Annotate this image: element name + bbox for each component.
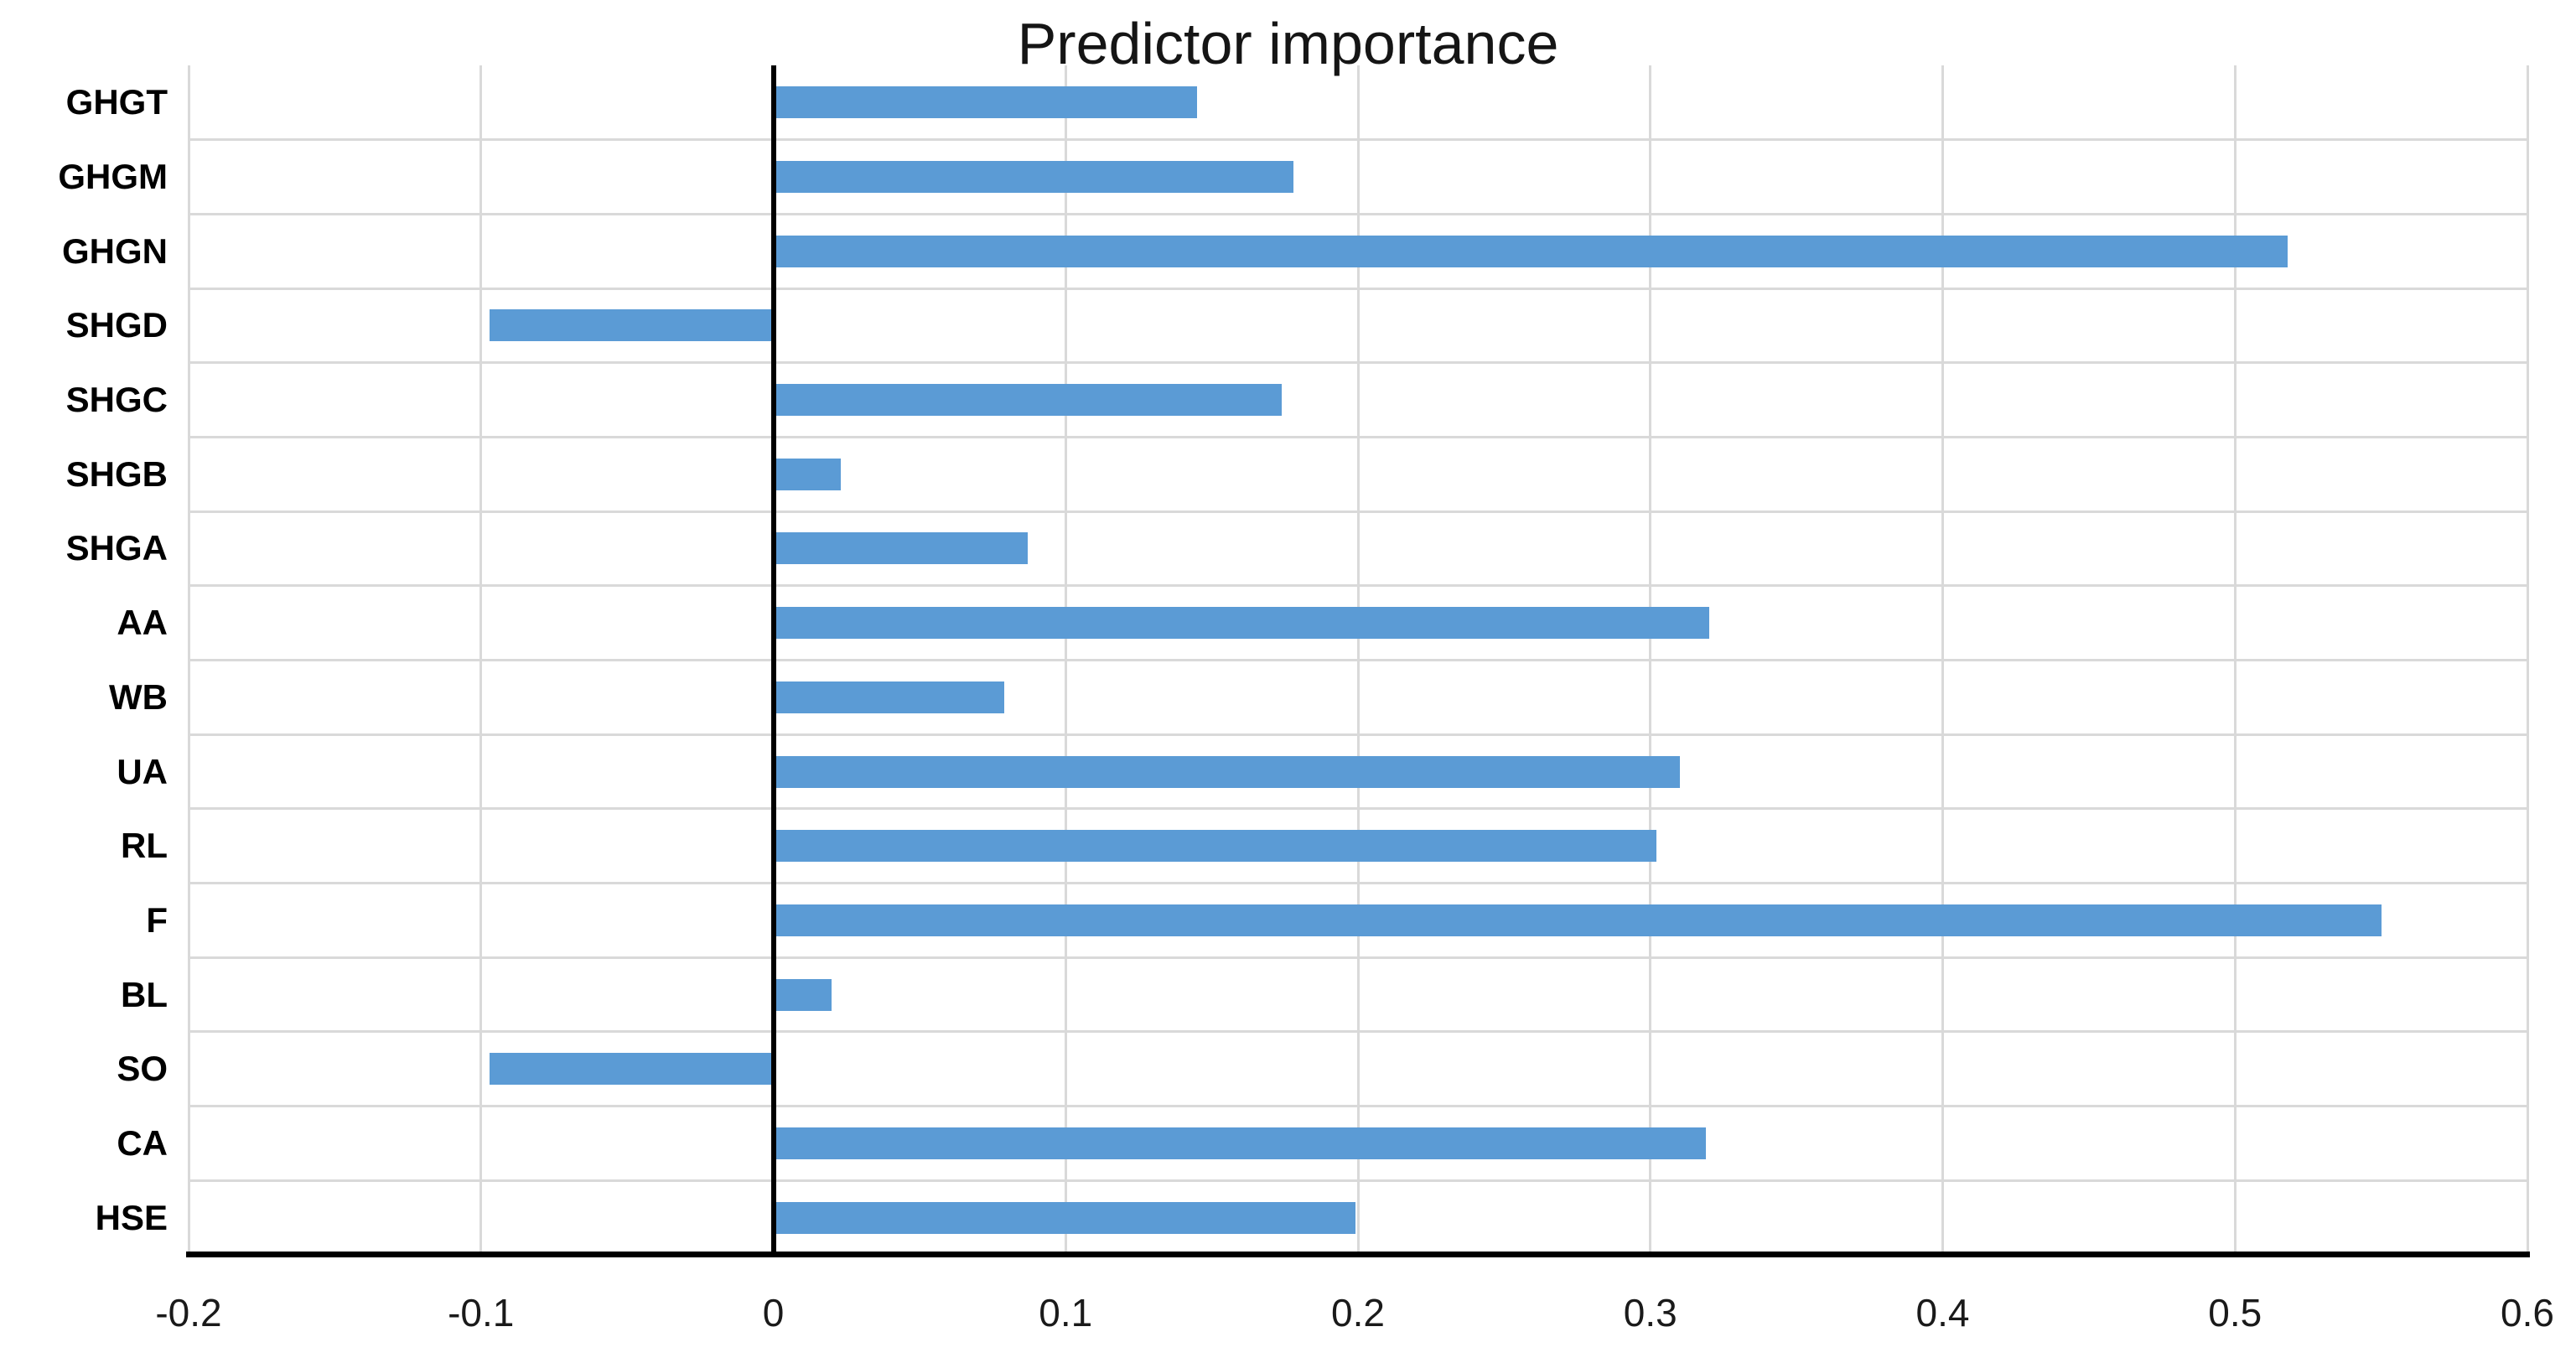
bar-SHGC [773,384,1283,417]
category-label-F: F [146,899,168,940]
x-tick-label-0.6: 0.6 [2501,1291,2554,1334]
x-tick-label-0.3: 0.3 [1623,1291,1677,1334]
horizontal-gridline [189,882,2527,885]
bar-BL [773,978,832,1011]
x-tick-label-0.5: 0.5 [2208,1291,2262,1334]
category-label-UA: UA [117,751,168,791]
x-axis-line [186,1252,2530,1257]
vertical-gridline [2526,65,2529,1255]
category-label-SHGD: SHGD [65,305,168,345]
chart-title: Predictor importance [1017,11,1559,76]
x-tick-label-0.1: 0.1 [1039,1291,1093,1334]
category-label-RL: RL [121,826,168,866]
category-label-SO: SO [117,1049,168,1089]
category-label-SHGC: SHGC [65,380,168,420]
plot-area [187,65,2529,1255]
horizontal-gridline [189,733,2527,736]
x-tick-label--0.1: -0.1 [448,1291,515,1334]
horizontal-gridline [189,287,2527,290]
x-tick-label-0.4: 0.4 [1915,1291,1970,1334]
horizontal-gridline [189,1105,2527,1108]
category-label-AA: AA [117,603,168,643]
bar-UA [773,755,1680,788]
bar-AA [773,607,1709,640]
bar-SHGD [490,309,774,342]
category-label-SHGB: SHGB [65,453,168,494]
bar-GHGM [773,161,1294,194]
horizontal-gridline [189,956,2527,959]
horizontal-gridline [189,807,2527,811]
bar-F [773,904,2382,936]
x-tick-label--0.2: -0.2 [155,1291,222,1334]
bar-GHGN [773,235,2288,267]
horizontal-gridline [189,138,2527,142]
bar-SO [490,1053,774,1086]
category-label-GHGT: GHGT [65,82,168,122]
horizontal-gridline [189,659,2527,661]
zero-axis-line [770,65,776,1255]
bar-SHGA [773,532,1028,565]
category-label-GHGN: GHGN [62,231,168,271]
category-label-HSE: HSE [95,1197,168,1237]
bar-WB [773,681,1004,713]
horizontal-gridline [189,1179,2527,1182]
category-label-CA: CA [117,1122,168,1163]
bar-CA [773,1127,1706,1159]
category-label-BL: BL [121,974,168,1014]
bar-SHGB [773,458,841,490]
bar-RL [773,830,1656,863]
x-tick-label-0.2: 0.2 [1331,1291,1385,1334]
horizontal-gridline [189,361,2527,365]
horizontal-gridline [189,510,2527,513]
horizontal-gridline [189,212,2527,215]
category-label-SHGA: SHGA [65,528,168,568]
x-tick-label-0: 0 [762,1291,785,1334]
category-label-GHGM: GHGM [58,157,168,197]
horizontal-gridline [189,584,2527,588]
horizontal-gridline [189,1030,2527,1034]
bar-HSE [773,1201,1355,1234]
category-label-WB: WB [109,676,168,717]
bar-GHGT [773,86,1198,119]
horizontal-gridline [189,435,2527,438]
